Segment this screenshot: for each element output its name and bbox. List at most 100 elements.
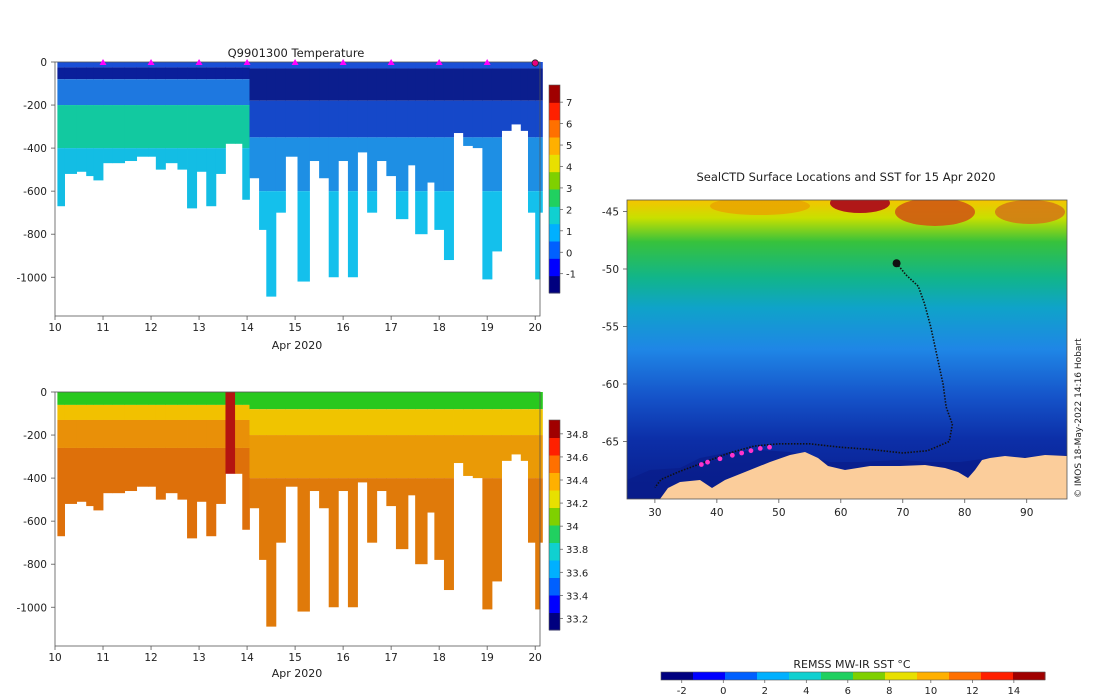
colorbar-swatch (853, 672, 886, 680)
surface-marker (195, 59, 203, 65)
cast-segment (249, 68, 260, 101)
colorbar-swatch (549, 542, 560, 561)
surface-marker (435, 59, 443, 65)
cast-segment (86, 105, 94, 149)
antarctic-landmass (660, 452, 1067, 499)
cast-segment (395, 409, 409, 436)
cast-segment (319, 435, 330, 479)
cast-segment (112, 392, 126, 405)
cast-segment (93, 392, 104, 405)
cast-segment (347, 409, 358, 436)
cast-segment (386, 409, 397, 436)
cast-segment (453, 409, 464, 436)
cast-segment (472, 62, 483, 69)
cast-segment (491, 409, 502, 436)
cast-segment (148, 392, 157, 405)
colorbar-tick-label: 33.2 (566, 614, 588, 625)
cast-segment (64, 79, 78, 106)
cast-segment (357, 137, 368, 153)
cast-segment (453, 392, 464, 410)
cast-segment (275, 478, 286, 543)
cast-segment (328, 100, 339, 138)
cast-segment (367, 392, 378, 410)
cast-segment (124, 67, 138, 80)
cast-segment (266, 435, 277, 479)
profile-location (717, 456, 723, 462)
cast-segment (187, 419, 198, 448)
x-tick-label: 10 (48, 652, 61, 664)
colorbar-swatch (549, 119, 560, 138)
colorbar-tick-label: 34.4 (566, 476, 588, 487)
cast-segment (225, 67, 236, 80)
cast-segment (215, 62, 226, 68)
cast-segment (196, 447, 207, 502)
cast-segment (511, 392, 522, 410)
cast-segment (112, 419, 126, 448)
cast-segment (112, 404, 126, 420)
cast-segment (540, 478, 543, 543)
y-tick-label: -400 (23, 473, 47, 485)
cast-segment (535, 100, 541, 138)
cast-segment (297, 435, 310, 479)
map-frame (626, 199, 1068, 500)
lat-tick-label: -65 (602, 437, 619, 449)
cast-segment (275, 435, 286, 479)
x-tick-label: 12 (144, 322, 157, 334)
cast-segment (215, 404, 226, 420)
map-title: SealCTD Surface Locations and SST for 15… (696, 170, 995, 184)
cast-segment (376, 62, 387, 69)
cast-segment (376, 409, 387, 436)
cast-segment (285, 68, 298, 101)
cast-segment (309, 409, 320, 436)
cast-segment (427, 409, 435, 436)
cast-segment (136, 105, 150, 149)
cast-segment (136, 447, 150, 487)
cast-segment (434, 100, 445, 138)
cast-segment (187, 67, 198, 80)
salinity-x-axis: 10 11 12 13 14 15 16 17 18 19 20 (48, 646, 542, 664)
colorbar-tick-label: 5 (566, 141, 572, 152)
cast-segment (527, 392, 536, 410)
cast-segment (386, 62, 397, 69)
cast-segment (177, 404, 188, 420)
cast-segment (328, 68, 339, 101)
cast-segment (434, 191, 445, 230)
y-tick-label: -200 (23, 100, 47, 112)
colorbar-swatch (981, 672, 1014, 680)
temperature-frame (54, 61, 541, 317)
cast-segment (57, 419, 66, 448)
cast-segment (235, 79, 243, 106)
x-tick-label: 14 (240, 322, 254, 334)
cast-segment (112, 447, 126, 494)
cast-segment (427, 478, 435, 513)
cast-segment (93, 79, 104, 106)
cast-segment (338, 478, 349, 492)
cast-segment (297, 392, 310, 410)
cast-segment (259, 392, 267, 410)
cast-segment (235, 392, 243, 405)
cast-segment (453, 435, 464, 464)
cast-segment (527, 100, 536, 138)
credit-text: © IMOS 18-May-2022 14:16 Hobart (1074, 338, 1084, 498)
cast-segment (86, 79, 94, 106)
cast-segment (64, 404, 78, 420)
cast-segment (328, 435, 339, 479)
lat-tick-label: -50 (602, 264, 619, 276)
colorbar-tick-label: 0 (720, 686, 726, 697)
colorbar-swatch (549, 525, 560, 543)
cast-segment (367, 478, 378, 543)
cast-segment (64, 447, 78, 504)
warm-patch-east (895, 200, 975, 226)
cast-segment (472, 435, 483, 479)
cast-segment (357, 435, 368, 479)
cast-segment (124, 447, 138, 492)
colorbar-tick-label: 6 (566, 120, 572, 131)
cast-segment (148, 404, 157, 420)
cast-segment (266, 68, 277, 101)
cast-segment (196, 67, 207, 80)
colorbar-tick-label: 2 (762, 686, 768, 697)
cast-segment (242, 79, 250, 106)
cast-segment (275, 62, 286, 69)
cast-segment (206, 148, 217, 207)
latest-profile-marker (531, 59, 539, 67)
